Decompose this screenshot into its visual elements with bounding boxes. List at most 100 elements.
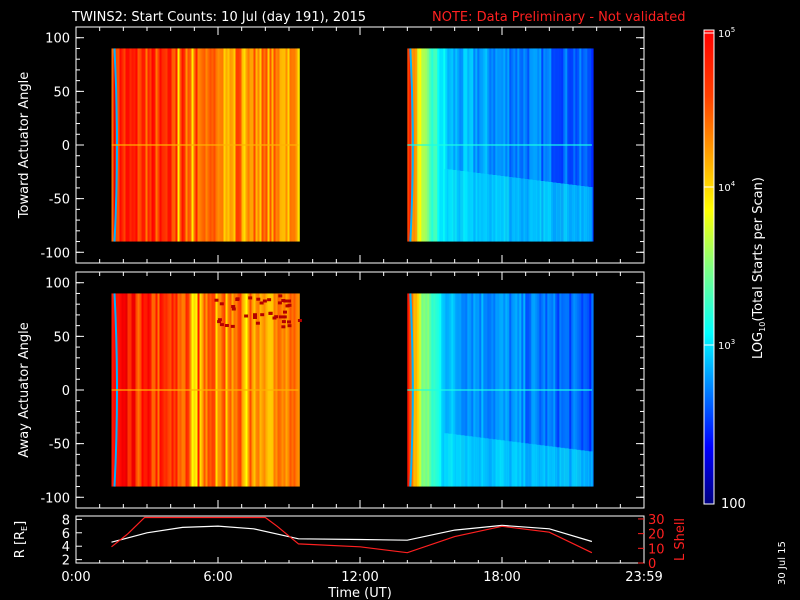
heatmap-band <box>568 448 573 487</box>
heatmap-band <box>532 444 537 487</box>
heatmap-band <box>576 449 581 487</box>
left-tick-label: 2 <box>62 554 70 569</box>
heatmap-band <box>452 169 457 242</box>
left-tick-label: 4 <box>62 540 70 555</box>
heatmap-band <box>564 184 569 242</box>
toward-panel: 100 50 0 -50 -100 Toward Actuator Angle <box>17 26 645 264</box>
heatmap-band <box>588 187 593 242</box>
heatmap-band <box>512 441 517 487</box>
heatmap-band <box>540 180 545 242</box>
heatmap-band <box>472 436 477 487</box>
y-tick-label: 50 <box>53 330 70 345</box>
heatmap-band <box>516 442 521 487</box>
heatmap-hot-cell <box>262 299 267 303</box>
y-tick-label: -100 <box>40 491 70 506</box>
heatmap-band <box>544 445 549 487</box>
colorbar-tick-label: 104 <box>718 180 736 194</box>
heatmap-band <box>548 181 553 242</box>
chart-title: TWINS2: Start Counts: 10 Jul (day 191), … <box>71 10 366 25</box>
heatmap-hot-cell <box>248 296 253 300</box>
colorbar-tick-base: 10 <box>718 183 731 194</box>
heatmap-band <box>492 174 497 242</box>
heatmap-band <box>460 435 465 487</box>
colorbar-label-sub: 10 <box>758 322 767 332</box>
heatmap-band <box>448 433 453 487</box>
heatmap-hot-cell <box>256 297 261 301</box>
colorbar-tick-base: 10 <box>718 341 731 352</box>
heatmap-band <box>500 175 505 242</box>
preliminary-note: NOTE: Data Preliminary - Not validated <box>432 10 686 25</box>
right-tick-label: 0 <box>648 557 656 572</box>
heatmap-band <box>520 178 525 242</box>
heatmap-band <box>560 447 565 487</box>
heatmap-hot-cell <box>285 304 290 308</box>
heatmap-block-2 <box>407 48 594 242</box>
y-tick-label: 50 <box>53 85 70 100</box>
y-tick-label: 0 <box>62 139 70 154</box>
heatmap-band <box>588 451 593 487</box>
heatmap-band <box>488 174 493 242</box>
heatmap-band <box>564 448 569 487</box>
heatmap-band <box>528 443 533 487</box>
heatmap-hot-cell <box>231 305 236 308</box>
heatmap-hot-cell <box>283 310 287 314</box>
heatmap-hot-cell <box>268 311 273 315</box>
heatmap-hot-cell <box>214 298 219 302</box>
heatmap-column <box>297 48 300 242</box>
heatmap-band <box>448 169 453 242</box>
heatmap-band <box>512 177 517 242</box>
heatmap-band <box>572 185 577 242</box>
heatmap-band <box>500 440 505 487</box>
x-axis-label: Time (UT) <box>327 586 392 600</box>
colorbar-bottom-label: 100 <box>721 497 746 512</box>
heatmap-band <box>472 172 477 242</box>
heatmap-hot-cell <box>281 320 286 324</box>
heatmap-hot-cell <box>244 314 249 318</box>
r-line <box>111 524 593 543</box>
heatmap-band <box>556 447 561 487</box>
heatmap-hot-cell <box>217 318 222 322</box>
heatmap-band <box>524 178 529 242</box>
heatmap-hot-cell <box>231 307 236 311</box>
heatmap-band <box>524 443 529 487</box>
heatmap-hot-cell <box>279 315 283 319</box>
r-axis-label-end: ] <box>13 521 28 526</box>
heatmap-band <box>576 185 581 242</box>
heatmap-band <box>584 450 589 487</box>
heatmap-hot-cell <box>255 321 260 325</box>
colorbar-tick-exp: 4 <box>731 180 736 188</box>
heatmap-band <box>468 171 473 242</box>
heatmap-band <box>476 172 481 242</box>
y-tick-label: -50 <box>49 438 70 453</box>
right-tick-label: 10 <box>648 542 665 557</box>
date-stamp: 30 Jul 15 <box>777 541 788 585</box>
y-tick-label: 100 <box>45 32 70 47</box>
heatmap-band <box>544 181 549 242</box>
heatmap-hot-cell <box>253 316 257 319</box>
x-tick-label: 0:00 <box>61 570 90 585</box>
colorbar-gradient <box>703 29 715 505</box>
heatmap-band <box>476 437 481 487</box>
heatmap-band <box>460 170 465 242</box>
heatmap-band <box>452 434 457 487</box>
heatmap-band <box>456 434 461 487</box>
heatmap-band <box>484 173 489 242</box>
r-axis-label-sub: E <box>20 526 29 531</box>
x-tick-label: 6:00 <box>203 570 232 585</box>
heatmap-hot-cell <box>287 299 292 303</box>
heatmap-band <box>516 177 521 242</box>
heatmap-hot-cell <box>219 302 224 306</box>
heatmap-band <box>444 168 449 242</box>
y-tick-label: -50 <box>49 193 70 208</box>
colorbar-label-prefix: LOG <box>751 332 766 359</box>
heatmap-band <box>556 183 561 242</box>
away-panel: 100 50 0 -50 -100 Away Actuator Angle <box>17 271 645 509</box>
heatmap-hot-cell <box>267 298 272 302</box>
heatmap-hot-cell <box>259 301 264 305</box>
left-tick-label: 8 <box>62 513 70 528</box>
heatmap-band <box>548 446 553 487</box>
x-tick-label: 18:00 <box>483 570 520 585</box>
heatmap-band <box>492 439 497 487</box>
